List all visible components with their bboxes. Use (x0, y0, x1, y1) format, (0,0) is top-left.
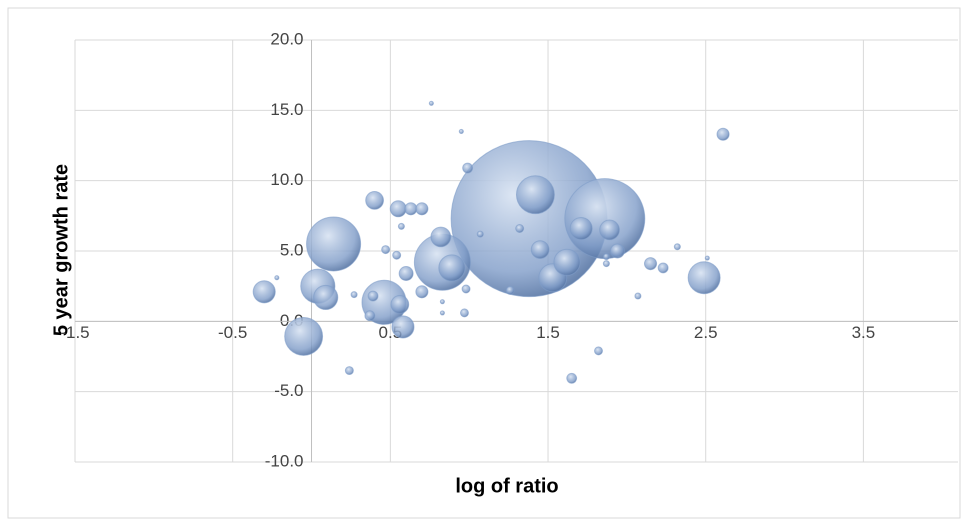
bubble (252, 280, 276, 304)
bubble (284, 316, 324, 356)
bubble (438, 254, 466, 282)
bubble (462, 162, 474, 174)
x-tick-label: 2.5 (694, 323, 718, 342)
bubble (415, 202, 429, 216)
bubble (350, 291, 358, 299)
bubble (515, 175, 555, 215)
y-axis-label: 5 year growth rate (50, 164, 72, 336)
bubble (404, 202, 418, 216)
x-tick-label: 1.5 (536, 323, 560, 342)
bubble (505, 285, 515, 295)
bubble (602, 260, 610, 268)
y-tick-label: 20.0 (270, 29, 303, 48)
y-tick-label: 5.0 (280, 240, 304, 259)
bubble (398, 266, 414, 281)
bubble (430, 226, 452, 248)
bubble (515, 224, 525, 233)
bubble (643, 257, 658, 271)
bubble (569, 216, 593, 241)
bubble (687, 261, 721, 295)
bubble (704, 255, 710, 261)
bubble (476, 230, 484, 238)
bubble (458, 128, 464, 134)
x-tick-label: -1.5 (60, 323, 89, 342)
bubble (461, 284, 471, 294)
bubble (306, 216, 362, 272)
y-tick-label: 15.0 (270, 100, 303, 119)
bubble (657, 262, 669, 274)
bubble (381, 245, 391, 255)
bubble (602, 253, 610, 261)
bubble (673, 243, 681, 251)
bubble (397, 222, 405, 230)
bubble (390, 295, 410, 314)
bubble (367, 290, 379, 302)
bubble (364, 310, 376, 322)
bubble (599, 219, 620, 241)
bubble (594, 346, 603, 356)
x-axis-label: log of ratio (455, 475, 558, 497)
bubble (566, 372, 578, 384)
bubble (274, 275, 280, 281)
y-tick-label: -10.0 (265, 451, 304, 470)
bubble (391, 315, 415, 339)
bubble (530, 240, 550, 259)
bubble (392, 250, 402, 260)
bubble (389, 200, 407, 218)
y-tick-label: 10.0 (270, 170, 303, 189)
y-tick-label: -5.0 (274, 381, 303, 400)
bubble (439, 299, 445, 305)
x-tick-label: -0.5 (218, 323, 247, 342)
bubble (439, 310, 445, 316)
bubble (716, 127, 730, 141)
bubble (415, 285, 429, 299)
bubble (365, 190, 384, 210)
bubble (609, 243, 625, 259)
bubble (313, 284, 339, 311)
bubble (428, 100, 434, 106)
bubble (634, 292, 642, 300)
bubble (344, 366, 354, 376)
x-tick-label: 3.5 (852, 323, 876, 342)
bubble (553, 248, 581, 276)
bubble (459, 308, 469, 318)
